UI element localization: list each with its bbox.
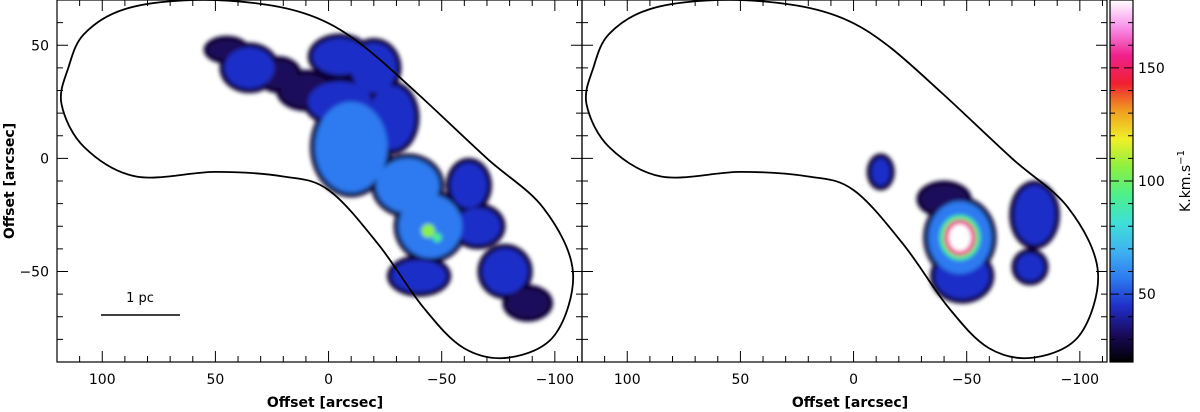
left-axis-ticks: 100 50 0 −50 −100 50 0 −50	[19, 0, 582, 388]
colorbar: 50 100 150 K.km.s−1	[1109, 0, 1194, 363]
left-y-tick-label: 50	[31, 38, 49, 54]
left-emission-region-1	[507, 289, 549, 317]
left-emission-region-13	[314, 101, 388, 193]
right-x-tick-label: 50	[731, 372, 749, 388]
left-x-tick-label: −50	[427, 372, 457, 388]
left-emission-region-12	[482, 248, 528, 295]
left-emission-region-5	[455, 208, 501, 245]
right-axis-ticks: 100 50 0 −50 −100	[582, 0, 1107, 388]
right-emission-map	[866, 153, 1060, 304]
scale-bar: 1 pc	[101, 291, 180, 316]
left-emission-layer	[203, 33, 554, 322]
colorbar-tick-label: 150	[1138, 61, 1165, 77]
left-y-axis-label: Offset [arcsec]	[2, 123, 18, 239]
colorbar-tick-label: 50	[1138, 287, 1156, 303]
right-emission-region-1	[871, 158, 890, 186]
right-emission-layer	[866, 153, 1060, 304]
left-x-tick-label: 0	[324, 372, 333, 388]
right-panel: 100 50 0 −50 −100 Offset [arcsec]	[581, 0, 1108, 411]
left-panel: 100 50 0 −50 −100 50 0 −50 1 pc Offset [arcsec]…	[2, 0, 583, 411]
right-emission-region-4	[1014, 185, 1055, 245]
right-x-tick-label: 100	[614, 372, 641, 388]
left-x-tick-label: −100	[536, 372, 574, 388]
left-emission-region-17	[421, 223, 435, 238]
left-emission-map	[203, 33, 554, 322]
left-emission-region-16	[432, 233, 442, 243]
colorbar-unit-exponent: −1	[1176, 150, 1187, 165]
right-x-tick-label: 0	[849, 372, 858, 388]
right-x-tick-label: −50	[952, 372, 982, 388]
colorbar-tick-label: 100	[1138, 174, 1165, 190]
left-emission-region-7	[351, 42, 397, 93]
colorbar-label: K.km.s−1	[1176, 150, 1194, 212]
left-emission-region-9	[224, 47, 275, 89]
colorbar-ticks: 50 100 150	[1110, 22, 1165, 340]
right-frame	[581, 0, 1108, 363]
left-x-tick-label: 100	[89, 372, 116, 388]
right-boundary-outline	[584, 0, 1100, 360]
right-emission-region-2	[1016, 253, 1044, 281]
right-x-tick-label: −100	[1061, 372, 1099, 388]
colorbar-unit: K.km.s	[1178, 165, 1194, 212]
left-x-tick-label: 50	[206, 372, 224, 388]
left-x-axis-label: Offset [arcsec]	[267, 395, 383, 411]
scale-bar-label: 1 pc	[126, 291, 154, 306]
left-y-tick-label: −50	[19, 265, 49, 281]
left-boundary-outline	[59, 0, 575, 360]
left-y-tick-label: 0	[40, 151, 49, 167]
right-x-axis-label: Offset [arcsec]	[792, 395, 908, 411]
right-emission-region-8	[948, 223, 972, 252]
left-emission-region-11	[450, 162, 487, 209]
